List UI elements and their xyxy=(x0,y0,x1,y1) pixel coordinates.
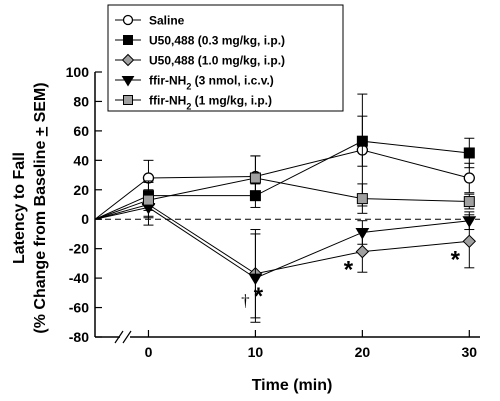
legend-label: ffir-NH2 (3 nmol, i.c.v.) xyxy=(149,74,274,92)
y-tick-label: -80 xyxy=(69,329,89,345)
data-point xyxy=(122,14,134,26)
data-point xyxy=(121,53,135,67)
x-axis-break-mark xyxy=(122,330,132,344)
significance-star: * xyxy=(254,283,264,310)
data-point xyxy=(356,193,368,205)
data-point xyxy=(463,196,475,208)
data-point xyxy=(463,147,475,159)
legend-label: ffir-NH2 (1 mg/kg, i.p.) xyxy=(149,94,272,112)
data-point xyxy=(462,216,477,228)
significance-star: * xyxy=(344,257,354,284)
x-axis-break-mark xyxy=(114,330,124,344)
data-point xyxy=(249,172,261,184)
y-tick-label: 20 xyxy=(73,182,89,198)
x-tick-label: 30 xyxy=(462,344,478,360)
legend: Saline U50,488 (0.3 mg/kg, i.p.) U50,488 (… xyxy=(107,4,344,112)
data-point xyxy=(123,35,133,45)
data-point xyxy=(142,194,154,206)
data-point xyxy=(248,273,263,286)
series-line xyxy=(94,203,470,275)
series-3 xyxy=(94,192,477,319)
y-axis-title-line1: Latency to Fall xyxy=(11,152,28,264)
data-point xyxy=(121,76,135,87)
annotation-layer: *†* * xyxy=(241,246,460,310)
y-tick-label: -60 xyxy=(69,300,89,316)
series-layer xyxy=(94,93,477,323)
legend-label: Saline xyxy=(149,14,185,28)
y-tick-label: 80 xyxy=(73,93,89,109)
x-axis-title: Time (min) xyxy=(252,377,333,394)
x-tick-label: 20 xyxy=(355,344,371,360)
y-axis-title-line2: (% Change from Baseline + SEM) xyxy=(32,82,49,333)
data-point xyxy=(462,234,477,249)
y-tick-label: 100 xyxy=(66,64,90,80)
data-point xyxy=(356,135,368,147)
data-point xyxy=(463,172,475,184)
series-5 xyxy=(94,155,475,220)
legend-box xyxy=(107,4,344,112)
data-point xyxy=(355,244,370,259)
legend-label: U50,488 (1.0 mg/kg, i.p.) xyxy=(149,54,285,68)
axes: -80 -60 -40 -20 0 20 40 60 80 100 0 10 20 30 xyxy=(66,64,480,360)
x-tick-label: 0 xyxy=(145,344,153,360)
data-point xyxy=(123,95,133,105)
significance-dagger: † xyxy=(241,291,250,310)
data-point xyxy=(355,227,370,240)
legend-label: U50,488 (0.3 mg/kg, i.p.) xyxy=(149,34,285,48)
series-4 xyxy=(94,189,477,323)
y-tick-label: 0 xyxy=(81,211,89,227)
x-tick-label: 10 xyxy=(248,344,264,360)
significance-star: * xyxy=(451,246,461,273)
y-tick-label: 40 xyxy=(73,152,89,168)
y-tick-label: -20 xyxy=(69,241,89,257)
y-tick-label: -40 xyxy=(69,270,89,286)
y-tick-label: 60 xyxy=(73,123,89,139)
